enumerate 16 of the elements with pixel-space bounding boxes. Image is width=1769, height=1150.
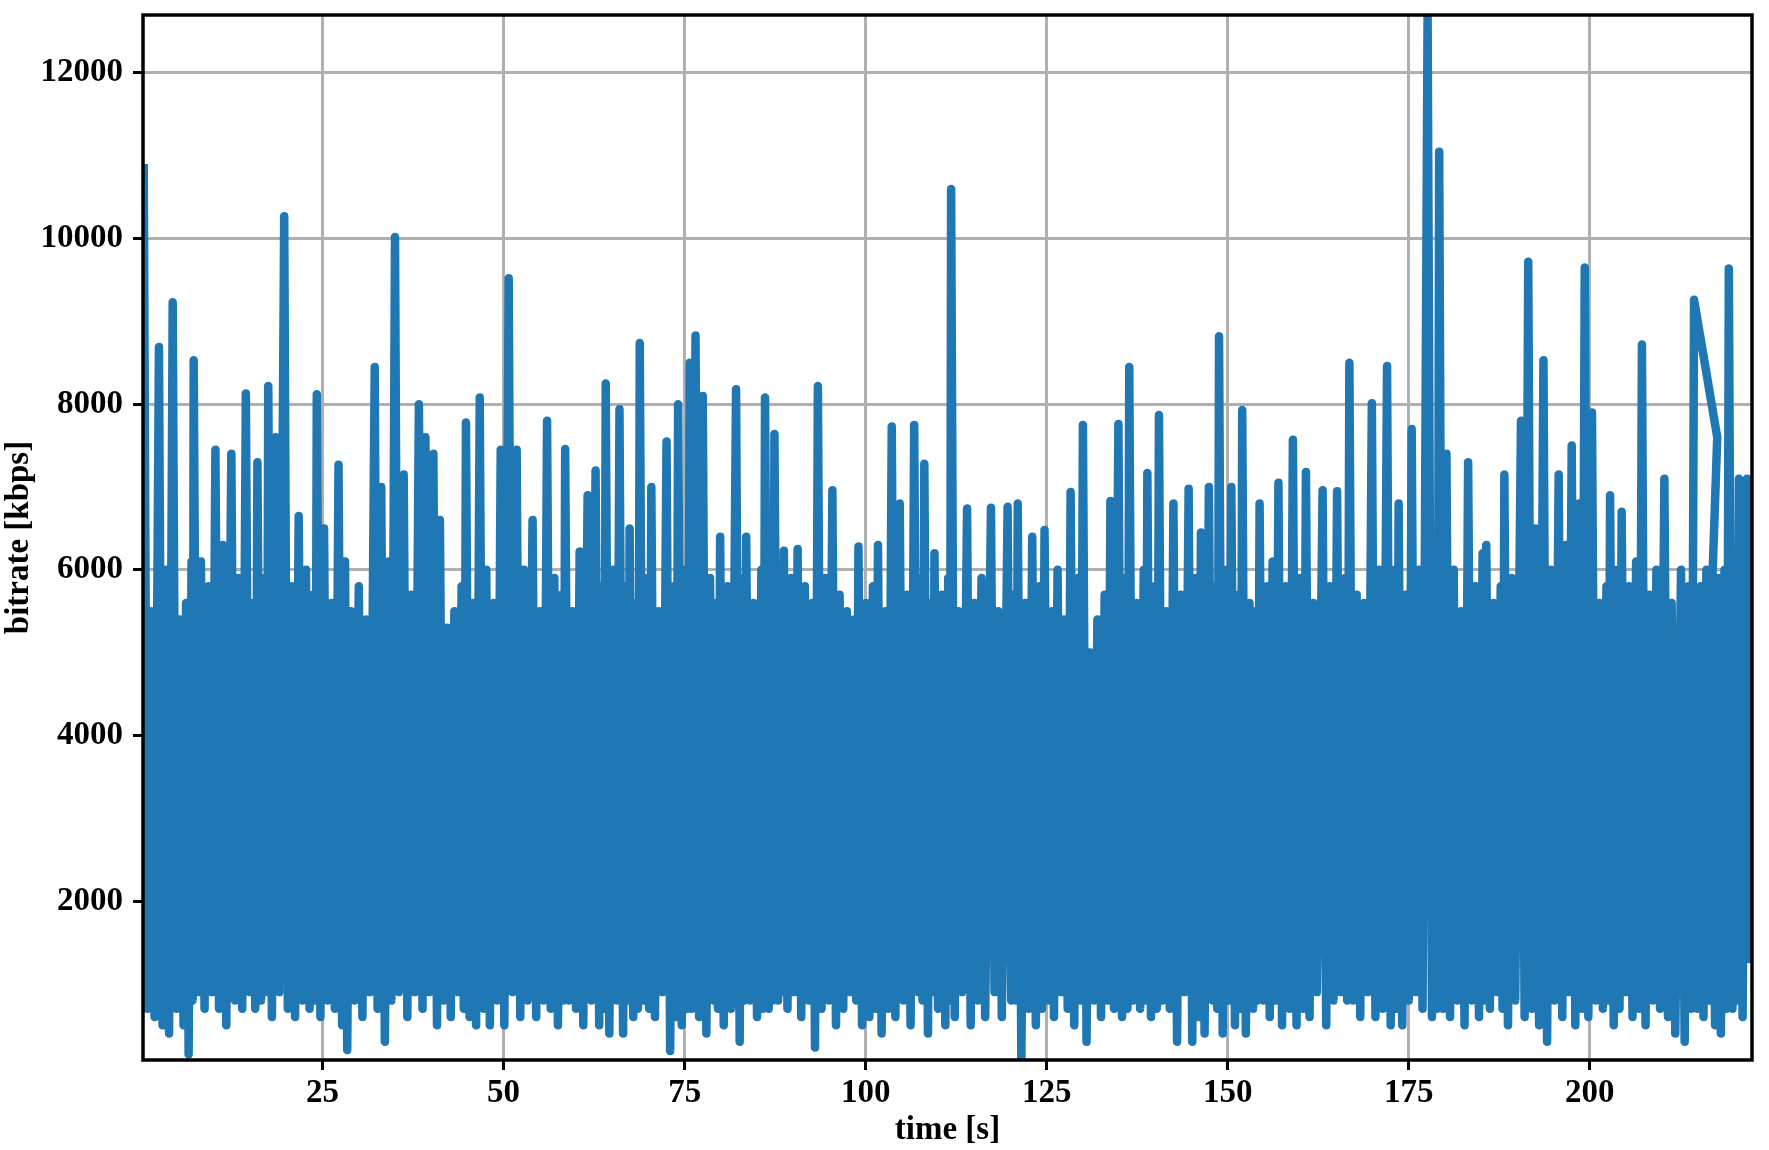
- y-tick-label: 12000: [40, 52, 123, 89]
- y-axis-title: bitrate [kbps]: [0, 440, 36, 635]
- x-tick-label: 50: [487, 1073, 521, 1110]
- x-tick-label: 150: [1202, 1073, 1253, 1110]
- x-tick-label: 125: [1021, 1073, 1072, 1110]
- y-tick-label: 8000: [57, 383, 123, 420]
- x-tick-label: 75: [668, 1073, 702, 1110]
- x-tick-label: 200: [1565, 1073, 1615, 1110]
- x-tick-label: 25: [306, 1073, 340, 1110]
- y-tick-label: 2000: [57, 880, 123, 917]
- x-tick-label: 100: [840, 1073, 891, 1110]
- x-axis-title: time [s]: [894, 1109, 1001, 1146]
- y-tick-label: 10000: [40, 218, 123, 255]
- x-tick-label: 175: [1384, 1073, 1434, 1110]
- y-tick-label: 4000: [57, 714, 123, 751]
- y-tick-label: 6000: [57, 549, 123, 586]
